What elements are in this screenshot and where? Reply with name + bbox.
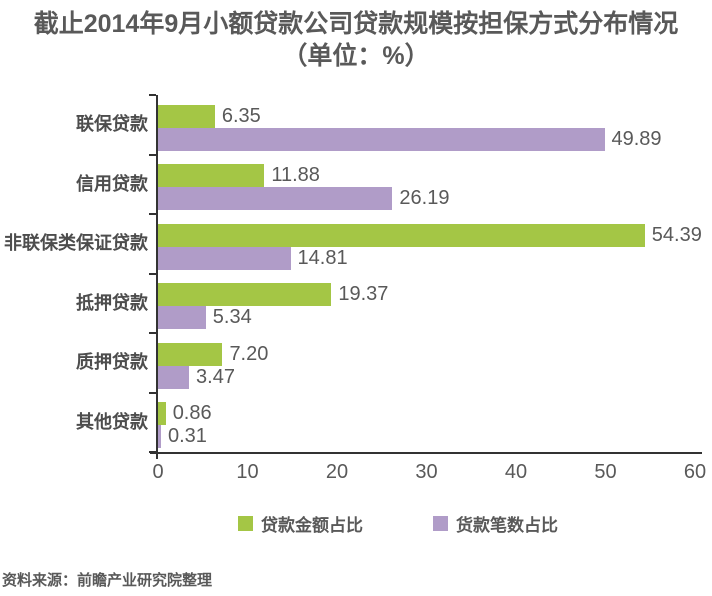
- y-axis-tick: [149, 391, 156, 394]
- chart-subtitle: （单位：%）: [282, 42, 430, 70]
- bar-loan-count-share: [158, 127, 605, 151]
- legend-swatch-loan-count: [433, 516, 448, 531]
- bar-loan-amount-share: [158, 402, 166, 425]
- bar-loan-amount-share: [158, 283, 332, 306]
- x-axis-tick-label: 60: [683, 461, 707, 483]
- y-axis-tick: [149, 332, 156, 334]
- value-label: 14.81: [297, 246, 348, 269]
- value-label: 5.34: [212, 306, 252, 328]
- value-label: 6.35: [221, 104, 261, 127]
- x-axis-tick-label: 50: [594, 461, 617, 483]
- bar-loan-count-share: [158, 365, 190, 389]
- value-label: 49.89: [611, 127, 662, 150]
- category-label: 信用贷款: [76, 173, 148, 194]
- bar-loan-amount-share: [158, 223, 645, 247]
- bar-loan-amount-share: [158, 342, 223, 366]
- y-axis-line: [156, 95, 158, 452]
- value-label: 11.88: [271, 164, 320, 186]
- bar-loan-count-share: [158, 306, 206, 329]
- value-label: 3.47: [196, 365, 235, 388]
- bar-loan-count-share: [158, 425, 161, 448]
- chart-title: 截止2014年9月小额贷款公司贷款规模按担保方式分布情况: [33, 10, 679, 38]
- x-axis-tick-label: 10: [236, 461, 259, 483]
- value-label: 0.31: [168, 425, 207, 447]
- value-label: 7.20: [229, 342, 269, 365]
- x-axis-zero-tick: [156, 452, 158, 459]
- legend-item-loan-amount: 贷款金额占比: [238, 511, 363, 536]
- bar-loan-amount-share: [158, 164, 265, 187]
- legend-swatch-loan-amount: [238, 516, 253, 531]
- value-label: 19.37: [338, 283, 389, 305]
- legend-label-loan-count: 货款笔数占比: [456, 516, 558, 535]
- category-label: 非联保类保证贷款: [4, 233, 148, 254]
- legend-item-loan-count: 货款笔数占比: [433, 511, 558, 536]
- x-axis-tick-label: 0: [152, 461, 164, 483]
- category-label: 抵押贷款: [76, 292, 148, 313]
- category-label: 联保贷款: [76, 114, 148, 135]
- value-label: 26.19: [399, 187, 450, 209]
- x-axis-line: [150, 452, 702, 454]
- category-label: 质押贷款: [76, 352, 148, 373]
- y-axis-tick: [149, 213, 156, 215]
- x-axis-tick-label: 30: [415, 461, 438, 483]
- legend-label-loan-amount: 贷款金额占比: [261, 516, 363, 535]
- y-axis-tick: [149, 153, 156, 156]
- value-label: 54.39: [651, 223, 702, 246]
- bar-loan-amount-share: [158, 104, 215, 128]
- y-axis-tick: [149, 94, 156, 96]
- x-axis-tick-label: 20: [325, 461, 349, 483]
- value-label: 0.86: [172, 402, 212, 424]
- source-note: 资料来源：前瞻产业研究院整理: [2, 572, 213, 589]
- bar-loan-count-share: [158, 187, 393, 210]
- x-axis-tick-label: 40: [504, 461, 528, 483]
- y-axis-tick: [149, 451, 156, 453]
- bar-loan-count-share: [158, 246, 291, 270]
- y-axis-tick: [149, 272, 156, 275]
- legend: 贷款金额占比 货款笔数占比: [84, 511, 712, 536]
- category-label: 其他贷款: [76, 411, 148, 432]
